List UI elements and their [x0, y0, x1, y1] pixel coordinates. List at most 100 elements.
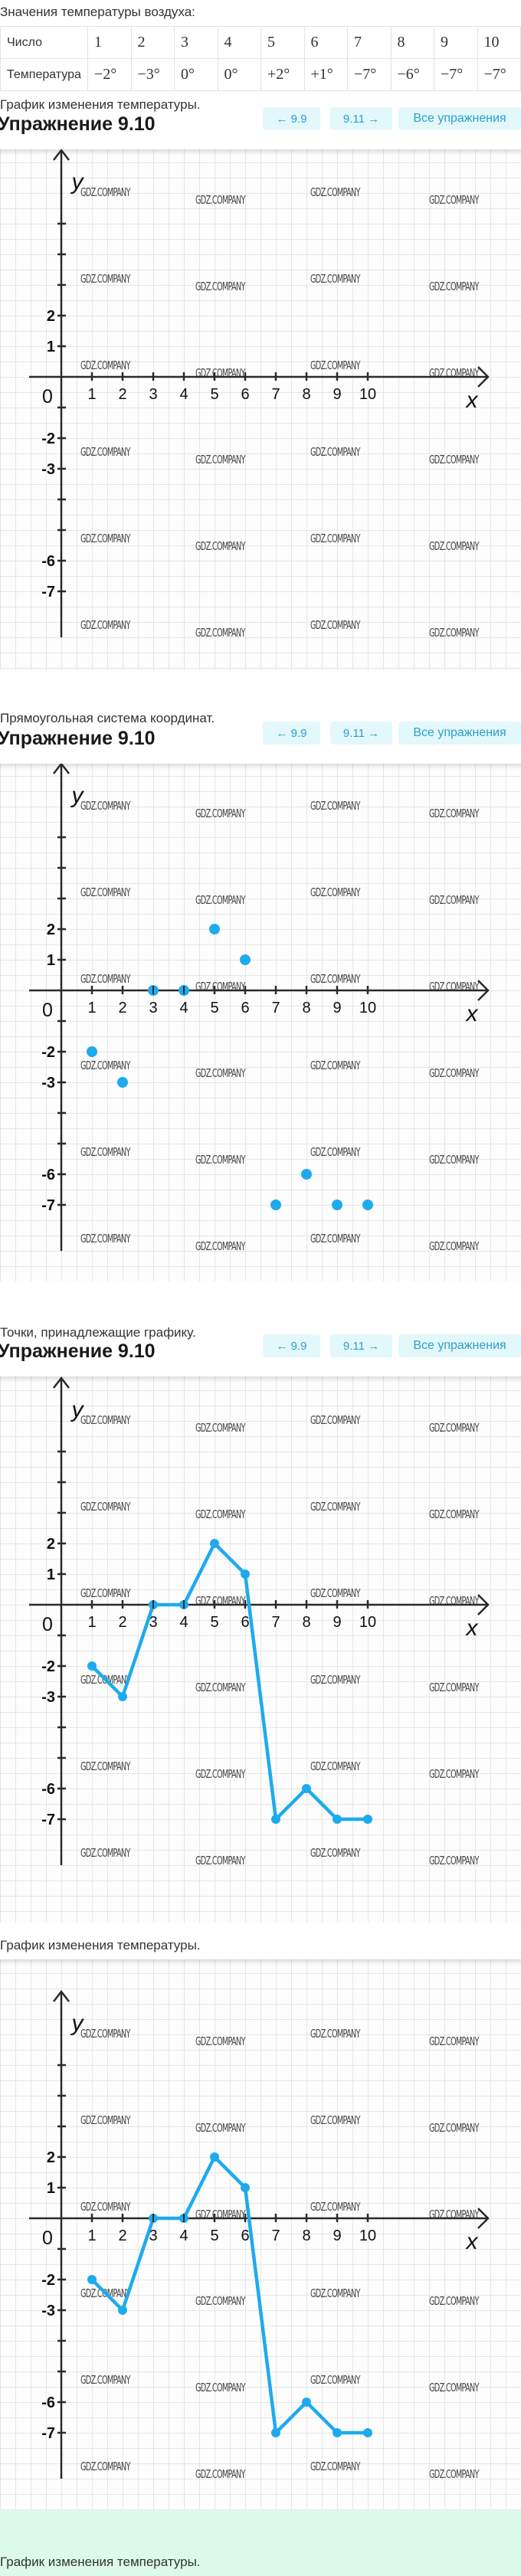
table-row-day: Число 1 2 3 4 5 6 7 8 9 10 — [0, 26, 521, 59]
all-exercises-button[interactable]: Все упражнения — [398, 722, 521, 745]
x-tick-label: 8 — [302, 1000, 310, 1016]
chart-svg: 1 2 3 4 5 6 7 8 9 10 2 1 -2 -3 -6 -7 0 x y — [29, 764, 490, 1251]
y-axis-label: y — [70, 1397, 85, 1422]
exercise-header: Упражнение 9.10 ← 9.9 9.11 → Все упражне… — [0, 722, 521, 754]
y-tick-label: -2 — [41, 1044, 55, 1061]
table-cell: −6° — [390, 58, 434, 91]
x-tick-label: 8 — [302, 1614, 310, 1631]
all-exercises-button[interactable]: Все упражнения — [398, 107, 521, 130]
x-tick-label: 5 — [210, 1000, 218, 1016]
table-cell: 1 — [87, 26, 132, 59]
y-axis-arrow-icon — [53, 764, 70, 774]
x-tick-label: 4 — [179, 1000, 188, 1016]
data-point — [271, 1815, 280, 1824]
coordinate-graph-image: GDZ.COMPANY GDZ.COMPANY GDZ.COMPANY GDZ.COM… — [0, 149, 521, 670]
data-point — [363, 1815, 372, 1824]
y-tick-label: -2 — [41, 430, 55, 447]
data-point — [362, 1200, 373, 1210]
x-tick-label: 3 — [149, 1614, 157, 1631]
all-exercises-button[interactable]: Все упражнения — [398, 1334, 521, 1357]
chart-svg: 1 2 3 4 5 6 7 8 9 10 2 1 -2 -3 -6 -7 0 x y — [29, 149, 490, 637]
table-cell: 6 — [303, 26, 348, 59]
page-title: Упражнение 9.10 — [0, 728, 156, 749]
exercise-header: Упражнение 9.10 ← 9.9 9.11 → Все упражне… — [0, 107, 521, 139]
x-tick-label: 7 — [271, 2227, 280, 2244]
data-point — [118, 1692, 127, 1701]
x-tick-label: 8 — [302, 386, 310, 403]
next-exercise-button[interactable]: 9.11 → — [330, 107, 392, 130]
x-tick-label: 7 — [271, 1000, 280, 1016]
table-cell: −2° — [87, 58, 132, 91]
x-tick-label: 10 — [359, 1000, 376, 1016]
prev-exercise-button[interactable]: ← 9.9 — [263, 107, 320, 130]
prev-exercise-button[interactable]: ← 9.9 — [263, 1334, 320, 1357]
data-point — [270, 1200, 281, 1210]
temperature-table: Число 1 2 3 4 5 6 7 8 9 10 Температура −… — [0, 26, 521, 91]
y-tick-label: -6 — [41, 553, 55, 570]
table-cell: 9 — [434, 26, 478, 59]
y-tick-label: -7 — [41, 2425, 55, 2442]
x-tick-label: 6 — [241, 2227, 249, 2244]
data-point — [87, 2275, 97, 2284]
x-tick-label: 6 — [241, 386, 249, 403]
x-tick-label: 7 — [271, 386, 280, 403]
data-point — [271, 2428, 280, 2437]
table-cell: −3° — [130, 58, 175, 91]
x-axis-arrow-icon — [477, 980, 490, 1001]
x-axis-arrow-icon — [477, 2208, 490, 2229]
y-tick-label: -7 — [41, 584, 55, 601]
data-point — [210, 2152, 219, 2162]
temperature-line-graph-image: GDZ.COMPANY GDZ.COMPANY GDZ.COMPANY GDZ.COM… — [0, 1959, 521, 2510]
y-axis-label: y — [70, 2011, 85, 2036]
x-tick-label: 1 — [87, 386, 96, 403]
x-axis-label: x — [465, 1615, 479, 1641]
table-cell: 7 — [347, 26, 392, 59]
x-tick-label: 3 — [149, 1000, 157, 1016]
data-point — [209, 924, 220, 934]
data-point — [87, 1046, 97, 1057]
table-cell: −7° — [434, 58, 478, 91]
y-tick-label: 2 — [47, 2149, 55, 2166]
x-tick-label: 1 — [87, 1000, 96, 1016]
data-point — [240, 954, 251, 965]
x-tick-label: 5 — [210, 2227, 218, 2244]
caption: Точки, принадлежащие графику. — [0, 1325, 196, 1340]
y-tick-label: -2 — [41, 1658, 55, 1675]
next-exercise-button[interactable]: 9.11 → — [330, 1334, 392, 1357]
x-tick-label: 9 — [333, 2227, 341, 2244]
x-tick-label: 10 — [359, 1614, 376, 1631]
row-label: Число — [0, 26, 88, 59]
x-tick-label: 10 — [359, 386, 376, 403]
x-tick-label: 1 — [87, 2227, 96, 2244]
temperature-line-graph-image: GDZ.COMPANY GDZ.COMPANY GDZ.COMPANY GDZ.COM… — [0, 1376, 521, 1923]
table-cell: 10 — [477, 26, 521, 59]
caption: Прямоугольная система координат. — [0, 711, 215, 725]
x-tick-label: 5 — [210, 386, 218, 403]
x-tick-label: 1 — [87, 1614, 96, 1631]
origin-label: 0 — [42, 1000, 53, 1021]
x-axis-label: x — [465, 1001, 479, 1026]
data-point — [333, 1815, 342, 1824]
y-tick-label: -6 — [41, 1781, 55, 1798]
y-tick-label: -3 — [41, 2303, 55, 2319]
data-point — [117, 1077, 128, 1088]
x-tick-label: 2 — [118, 386, 126, 403]
origin-label: 0 — [42, 1614, 53, 1635]
prev-exercise-button[interactable]: ← 9.9 — [263, 722, 320, 745]
x-tick-label: 10 — [359, 2227, 376, 2244]
x-tick-label: 4 — [179, 2227, 188, 2244]
next-exercise-button[interactable]: 9.11 → — [330, 722, 392, 745]
data-point — [241, 2183, 250, 2192]
exercise-header: Упражнение 9.10 ← 9.9 9.11 → Все упражне… — [0, 1334, 521, 1367]
y-tick-label: 2 — [47, 308, 55, 325]
table-cell: 4 — [217, 26, 261, 59]
x-tick-label: 7 — [271, 1614, 280, 1631]
x-tick-label: 8 — [302, 2227, 310, 2244]
x-tick-label: 9 — [333, 386, 341, 403]
y-tick-label: 1 — [47, 1566, 55, 1583]
table-cell: 0° — [174, 58, 218, 91]
y-tick-label: 2 — [47, 1536, 55, 1553]
data-point — [302, 1784, 311, 1793]
data-point — [363, 2428, 372, 2437]
intro-text: Значения температуры воздуха: — [0, 5, 195, 19]
